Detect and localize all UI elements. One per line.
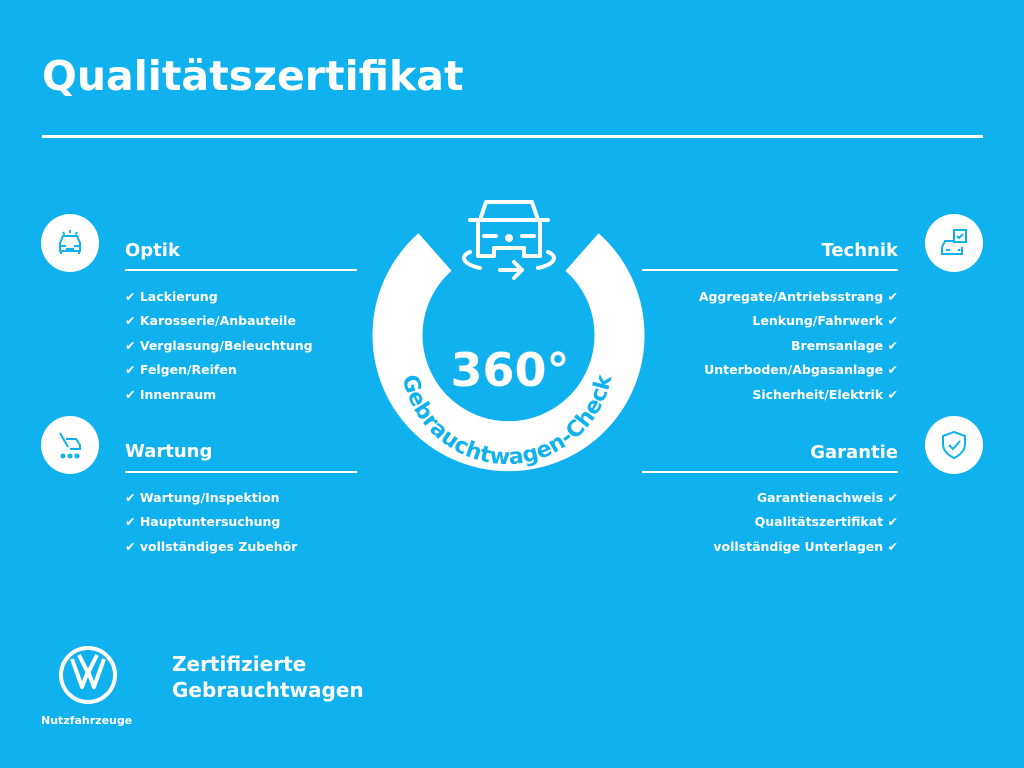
garantie-list: Garantienachweis ✔ Qualitätszertifikat ✔ v… (598, 486, 898, 559)
list-item: ✔ Wartung/Inspektion (125, 486, 297, 510)
list-item: ✔ Innenraum (125, 383, 313, 407)
section-title-optik: Optik (125, 240, 180, 261)
car-front-lights-icon (41, 214, 99, 272)
optik-list: ✔ Lackierung ✔ Karosserie/Anbauteile ✔ Ver… (125, 285, 313, 407)
item-label: Innenraum (139, 386, 217, 402)
list-item: ✔ Lackierung (125, 285, 313, 309)
technik-list: Aggregate/Antriebsstrang ✔ Lenkung/Fahrwe… (598, 285, 898, 407)
section-divider (125, 269, 357, 271)
page-title: Qualitätszertifikat (42, 52, 464, 100)
car-service-icon (41, 416, 99, 474)
section-title-wartung: Wartung (125, 441, 213, 462)
list-item: Sicherheit/Elektrik ✔ (598, 383, 898, 407)
list-item: Bremsanlage ✔ (598, 334, 898, 358)
list-item: ✔ vollständiges Zubehör (125, 535, 297, 559)
item-label: Verglasung/Beleuchtung (139, 337, 313, 353)
item-label: Karosserie/Anbauteile (139, 313, 296, 329)
list-item: Unterboden/Abgasanlage ✔ (598, 358, 898, 382)
list-item: Aggregate/Antriebsstrang ✔ (598, 285, 898, 309)
check-icon: ✔ (125, 514, 136, 530)
check-icon: ✔ (887, 514, 898, 530)
list-item: Lenkung/Fahrwerk ✔ (598, 309, 898, 333)
title-divider (42, 135, 983, 138)
item-label: Wartung/Inspektion (139, 490, 280, 505)
list-item: ✔ Karosserie/Anbauteile (125, 309, 313, 333)
section-title-technik: Technik (821, 240, 898, 261)
check-icon: ✔ (887, 386, 898, 402)
ring (372, 233, 645, 472)
check-icon: ✔ (125, 289, 136, 304)
check-icon: ✔ (887, 337, 898, 353)
item-label: Garantienachweis (756, 490, 884, 505)
shield-check-icon (925, 416, 983, 474)
check-icon: ✔ (125, 362, 136, 378)
item-label: vollständiges Zubehör (139, 538, 298, 554)
check-icon: ✔ (887, 490, 898, 505)
360-check-badge: 360° Gebrauchtwagen-Check (372, 200, 645, 472)
tagline-line2: Gebrauchtwagen (172, 678, 364, 702)
tagline-line1: Zertifizierte (172, 652, 307, 676)
footer-tagline: Zertifizierte Gebrauchtwagen (172, 651, 364, 703)
list-item: ✔ Felgen/Reifen (125, 358, 313, 382)
check-icon: ✔ (125, 386, 136, 402)
list-item: ✔ Hauptuntersuchung (125, 510, 297, 534)
list-item: ✔ Verglasung/Beleuchtung (125, 334, 313, 358)
item-label: Qualitätszertifikat (754, 514, 884, 530)
list-item: Garantienachweis ✔ (598, 486, 898, 510)
item-label: Felgen/Reifen (139, 362, 237, 378)
check-icon: ✔ (887, 313, 898, 329)
item-label: Bremsanlage (791, 337, 884, 353)
check-icon: ✔ (887, 362, 898, 378)
car-checklist-icon (925, 214, 983, 272)
item-label: Lackierung (139, 289, 218, 304)
section-title-garantie: Garantie (810, 442, 898, 463)
check-icon: ✔ (125, 490, 136, 505)
list-item: Qualitätszertifikat ✔ (598, 510, 898, 534)
section-divider (125, 471, 357, 473)
check-icon: ✔ (125, 538, 136, 554)
check-icon: ✔ (125, 313, 136, 329)
brand-label: Nutzfahrzeuge (41, 714, 133, 727)
degrees-label: 360° (450, 343, 569, 397)
check-icon: ✔ (887, 289, 898, 304)
item-label: Lenkung/Fahrwerk (752, 313, 884, 329)
check-icon: ✔ (887, 538, 898, 554)
vw-logo (59, 646, 117, 704)
section-divider (642, 471, 898, 473)
section-divider (642, 269, 898, 271)
item-label: Unterboden/Abgasanlage (704, 362, 884, 378)
item-label: Aggregate/Antriebsstrang (698, 289, 884, 304)
item-label: vollständige Unterlagen (713, 538, 884, 554)
wartung-list: ✔ Wartung/Inspektion ✔ Hauptuntersuchung ✔… (125, 486, 297, 559)
item-label: Hauptuntersuchung (139, 514, 281, 530)
car-rotate-icon (462, 200, 556, 280)
item-label: Sicherheit/Elektrik (752, 386, 884, 402)
list-item: vollständige Unterlagen ✔ (598, 535, 898, 559)
check-icon: ✔ (125, 337, 136, 353)
